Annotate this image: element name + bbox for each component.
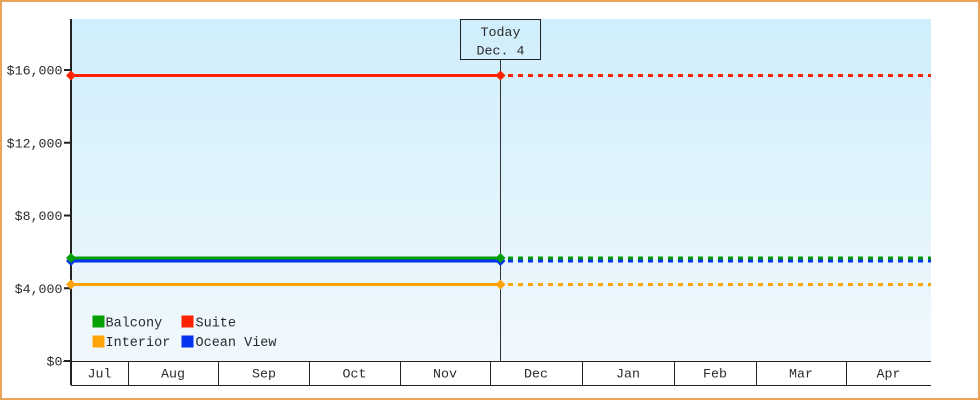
- svg-text:Ocean View: Ocean View: [196, 336, 277, 351]
- svg-text:Mar: Mar: [789, 367, 813, 382]
- svg-text:Suite: Suite: [196, 317, 237, 332]
- svg-text:Jul: Jul: [88, 367, 112, 382]
- svg-text:$0: $0: [47, 355, 63, 370]
- svg-text:$16,000: $16,000: [7, 64, 63, 79]
- svg-text:$12,000: $12,000: [7, 136, 63, 151]
- svg-text:Today: Today: [481, 25, 521, 40]
- svg-text:Nov: Nov: [433, 367, 457, 382]
- svg-text:Balcony: Balcony: [106, 317, 163, 332]
- svg-text:Aug: Aug: [161, 367, 185, 382]
- svg-text:$8,000: $8,000: [15, 209, 63, 224]
- svg-text:Apr: Apr: [877, 367, 901, 382]
- svg-text:Feb: Feb: [703, 367, 727, 382]
- svg-text:$4,000: $4,000: [15, 282, 63, 297]
- svg-text:Sep: Sep: [252, 367, 276, 382]
- svg-text:Dec. 4: Dec. 4: [477, 44, 525, 59]
- svg-text:Jan: Jan: [616, 367, 640, 382]
- svg-text:Oct: Oct: [343, 367, 367, 382]
- svg-text:Interior: Interior: [106, 336, 171, 351]
- svg-text:Dec: Dec: [524, 367, 548, 382]
